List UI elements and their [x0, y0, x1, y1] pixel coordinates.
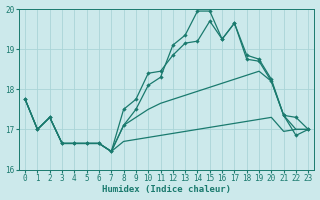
X-axis label: Humidex (Indice chaleur): Humidex (Indice chaleur): [102, 185, 231, 194]
